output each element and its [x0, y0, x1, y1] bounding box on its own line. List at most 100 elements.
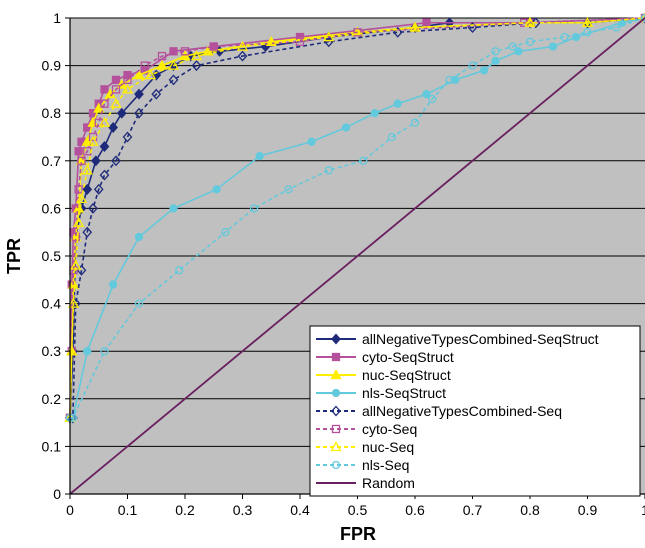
y-tick-label: 1: [53, 10, 61, 26]
x-tick-label: 0.3: [233, 502, 253, 518]
y-tick-label: 0.4: [42, 296, 62, 312]
data-point: [100, 347, 109, 356]
series-Random: [69, 17, 645, 495]
data-point: [179, 50, 191, 61]
data-point: [67, 297, 80, 308]
y-tick-label: 0.3: [42, 343, 62, 359]
data-point: [612, 23, 621, 32]
legend-item: allNegativeTypesCombined-Seq: [316, 403, 562, 419]
x-tick-label: 0.5: [348, 502, 368, 518]
x-tick-label: 1: [641, 502, 645, 518]
data-point: [639, 12, 645, 23]
data-point: [93, 183, 104, 195]
legend-item: nuc-Seq: [316, 439, 414, 455]
data-point: [209, 42, 218, 51]
series-line: [70, 17, 645, 419]
data-point: [353, 28, 362, 37]
x-tick-label: 0.6: [405, 502, 425, 518]
legend-label: nuc-Seq: [362, 439, 414, 455]
x-tick-label: 0.4: [290, 502, 310, 518]
data-point: [491, 56, 500, 65]
data-point: [548, 42, 558, 51]
data-point: [422, 90, 431, 99]
data-point: [100, 99, 109, 108]
x-tick-label: 0.2: [175, 502, 195, 518]
data-point: [116, 107, 127, 119]
series-allNegativeTypesCombined-Seq: [65, 12, 645, 424]
y-tick-labels: 0 0.1 0.2 0.3 0.4 0.5 0.6 0.7 0.8 0.9 1: [42, 10, 62, 502]
legend-item: allNegativeTypesCombined-SeqStruct: [316, 331, 599, 347]
data-point: [168, 74, 179, 86]
data-point: [91, 155, 101, 167]
data-point: [175, 266, 184, 275]
data-point: [81, 164, 93, 175]
data-point: [108, 122, 118, 133]
data-point: [121, 83, 134, 94]
legend-swatch-marker: [330, 369, 342, 380]
legend-item: nls-SeqStruct: [316, 385, 446, 401]
data-point: [409, 21, 421, 32]
data-point: [134, 299, 144, 308]
y-tick-label: 0.1: [42, 438, 62, 454]
data-point: [157, 51, 167, 61]
data-point: [169, 204, 178, 213]
legend-swatch-marker: [331, 460, 341, 470]
x-tick-label: 0.9: [578, 502, 598, 518]
data-point: [410, 118, 420, 127]
y-tick-label: 0.2: [42, 391, 62, 407]
x-tick-labels: 0 0.1 0.2 0.3 0.4 0.5 0.6 0.7 0.8 0.9 1: [66, 502, 645, 518]
data-point: [134, 232, 144, 242]
data-point: [140, 66, 149, 75]
data-point: [108, 280, 118, 289]
data-point: [167, 59, 180, 70]
legend-swatch-marker: [331, 405, 341, 417]
data-point: [393, 99, 402, 108]
series-line: [70, 17, 645, 419]
y-tick-label: 0: [53, 486, 61, 502]
y-tick-label: 0.6: [42, 200, 62, 216]
series-line: [69, 17, 645, 495]
x-axis-title: FPR: [340, 524, 376, 544]
legend-item: nuc-SeqStruct: [316, 367, 451, 383]
data-point: [122, 131, 133, 143]
data-point: [468, 61, 477, 70]
legend: allNegativeTypesCombined-SeqStruct cyto-S…: [309, 325, 641, 497]
data-point: [151, 88, 162, 100]
data-point: [111, 85, 121, 94]
x-tick-label: 0.7: [463, 502, 483, 518]
data-point: [111, 75, 121, 85]
data-point: [212, 185, 221, 194]
data-point: [284, 185, 293, 194]
data-point: [191, 60, 202, 72]
x-tick-label: 0.1: [118, 502, 138, 518]
legend-label: allNegativeTypesCombined-Seq: [362, 403, 562, 419]
series-nls-Seq: [65, 13, 645, 422]
data-point: [323, 31, 335, 42]
data-point: [75, 193, 88, 204]
data-point: [88, 202, 98, 214]
data-point: [74, 147, 83, 156]
data-point: [341, 123, 351, 132]
data-point: [508, 42, 517, 51]
legend-label: allNegativeTypesCombined-SeqStruct: [362, 331, 599, 347]
data-point: [77, 156, 86, 165]
data-point: [524, 16, 536, 27]
data-point: [359, 156, 368, 165]
data-point: [123, 75, 132, 85]
data-point: [422, 18, 431, 27]
data-point: [87, 135, 99, 146]
legend-label: Random: [362, 475, 415, 491]
data-point: [249, 204, 259, 213]
data-point: [202, 45, 214, 56]
data-point: [71, 232, 80, 242]
data-point: [190, 50, 203, 61]
x-tick-label: 0.8: [520, 502, 540, 518]
data-point: [123, 70, 132, 80]
data-point: [387, 132, 397, 142]
legend-swatch-marker: [330, 441, 342, 452]
legend-swatch-marker: [331, 352, 341, 362]
data-point: [525, 37, 535, 46]
data-point: [560, 32, 569, 42]
data-point: [82, 226, 93, 238]
